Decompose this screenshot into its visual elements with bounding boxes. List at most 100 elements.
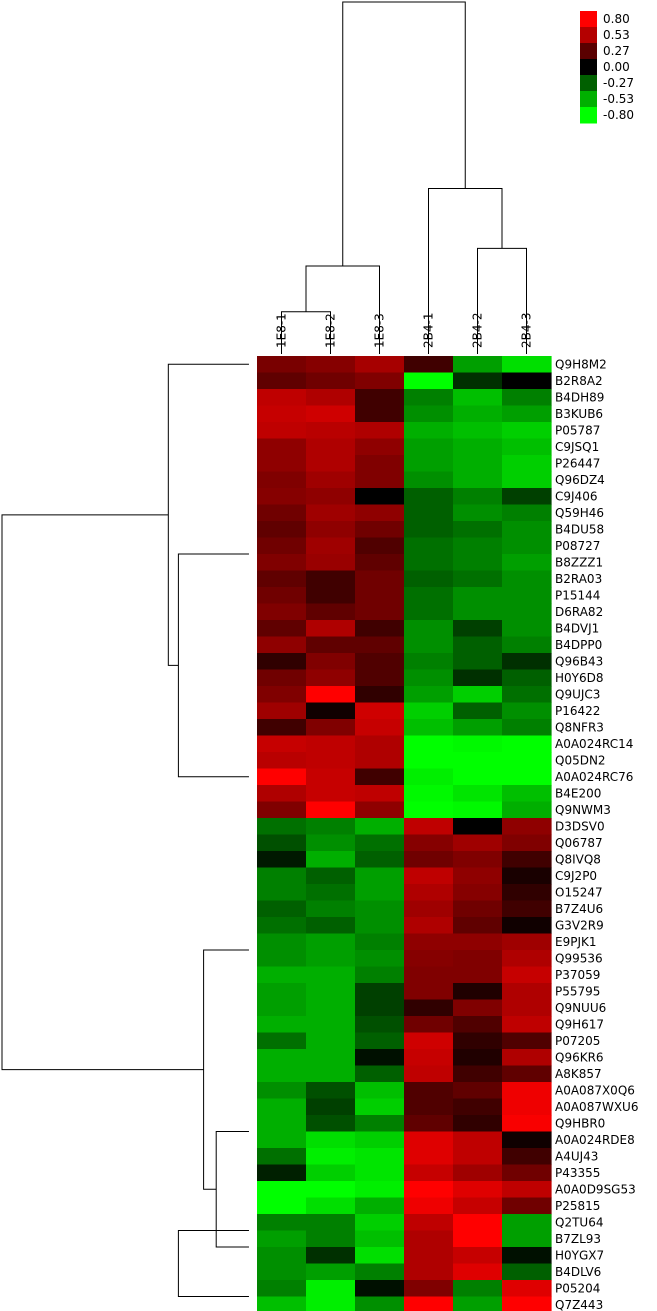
- heatmap-cell: [306, 1197, 356, 1215]
- heatmap-cell: [257, 768, 307, 786]
- heatmap-cell: [404, 1296, 454, 1311]
- heatmap-cell: [502, 735, 552, 753]
- heatmap-cell: [453, 834, 503, 852]
- heatmap-cell: [355, 1230, 405, 1248]
- heatmap-cell: [355, 966, 405, 984]
- heatmap-cell: [404, 686, 454, 704]
- heatmap-cell: [355, 1016, 405, 1034]
- heatmap-cell: [453, 867, 503, 885]
- heatmap-cell: [404, 818, 454, 836]
- heatmap-cell: [355, 620, 405, 638]
- heatmap-cell: [257, 1016, 307, 1034]
- heatmap-cell: [355, 1181, 405, 1199]
- heatmap-cell: [355, 455, 405, 473]
- heatmap-cell: [355, 900, 405, 918]
- heatmap-cell: [355, 1247, 405, 1265]
- heatmap-cell: [306, 851, 356, 869]
- heatmap-cell: [355, 537, 405, 555]
- heatmap-cell: [306, 933, 356, 951]
- row-label: P43355: [555, 1166, 600, 1180]
- heatmap-cell: [257, 636, 307, 654]
- heatmap-cell: [306, 1230, 356, 1248]
- heatmap-cell: [306, 785, 356, 803]
- heatmap-cell: [453, 554, 503, 572]
- heatmap-cell: [355, 653, 405, 671]
- heatmap-cell: [355, 356, 405, 374]
- heatmap-cell: [453, 1197, 503, 1215]
- heatmap-cell: [306, 1016, 356, 1034]
- heatmap-cell: [355, 554, 405, 572]
- heatmap-cell: [355, 1098, 405, 1116]
- heatmap-cell: [306, 801, 356, 819]
- heatmap-cell: [355, 999, 405, 1017]
- heatmap-cell: [502, 801, 552, 819]
- heatmap-cell: [502, 1065, 552, 1083]
- heatmap-cell: [453, 999, 503, 1017]
- heatmap-cell: [502, 1181, 552, 1199]
- heatmap-cell: [502, 752, 552, 770]
- heatmap-cell: [453, 537, 503, 555]
- row-label: A4UJ43: [555, 1149, 598, 1163]
- heatmap-cell: [404, 917, 454, 935]
- heatmap-cell: [355, 867, 405, 885]
- heatmap-cell: [257, 1115, 307, 1133]
- heatmap-cell: [502, 933, 552, 951]
- row-label: Q9UJC3: [555, 687, 600, 701]
- heatmap-cell: [502, 917, 552, 935]
- heatmap-cell: [257, 488, 307, 506]
- heatmap-cell: [502, 900, 552, 918]
- heatmap-cell: [502, 356, 552, 374]
- heatmap-cell: [502, 1131, 552, 1149]
- heatmap-cell: [453, 488, 503, 506]
- heatmap-cell: [502, 966, 552, 984]
- heatmap-cell: [404, 554, 454, 572]
- heatmap-cell: [355, 389, 405, 407]
- heatmap-cell: [257, 1148, 307, 1166]
- heatmap-cell: [257, 1296, 307, 1311]
- heatmap-cell: [306, 653, 356, 671]
- heatmap-cell: [257, 587, 307, 605]
- heatmap-cell: [502, 455, 552, 473]
- heatmap-cell: [404, 950, 454, 968]
- heatmap-cell: [404, 1280, 454, 1298]
- row-label: Q9NUU6: [555, 1001, 606, 1015]
- column-dendrogram-link: [305, 265, 380, 354]
- heatmap-cell: [404, 851, 454, 869]
- row-label: P05204: [555, 1281, 600, 1295]
- heatmap-cell: [257, 1230, 307, 1248]
- row-dendrogram-link: [1, 514, 204, 1071]
- heatmap-cell: [502, 554, 552, 572]
- heatmap-cell: [453, 603, 503, 621]
- heatmap-cell: [257, 372, 307, 390]
- row-label: P37059: [555, 968, 600, 982]
- heatmap-cell: [404, 900, 454, 918]
- heatmap-cell: [355, 1263, 405, 1281]
- heatmap-cell: [453, 785, 503, 803]
- heatmap-cell: [306, 768, 356, 786]
- heatmap-cell: [306, 389, 356, 407]
- heatmap-cell: [502, 818, 552, 836]
- heatmap-cell: [502, 1115, 552, 1133]
- heatmap-cell: [355, 1082, 405, 1100]
- heatmap-cell: [502, 669, 552, 687]
- heatmap-cell: [404, 1115, 454, 1133]
- heatmap-cell: [404, 1065, 454, 1083]
- heatmap-cell: [502, 1247, 552, 1265]
- row-label: Q9H617: [555, 1017, 604, 1031]
- heatmap-cell: [355, 603, 405, 621]
- row-label: B4DVJ1: [555, 621, 599, 635]
- row-label: Q8NFR3: [555, 720, 604, 734]
- heatmap-cell: [502, 768, 552, 786]
- color-legend-tick: 0.53: [603, 28, 630, 42]
- heatmap-cell: [306, 455, 356, 473]
- heatmap-cell: [404, 966, 454, 984]
- heatmap-cell: [404, 422, 454, 440]
- heatmap-cell: [306, 686, 356, 704]
- heatmap-cell: [306, 1247, 356, 1265]
- heatmap-cell: [257, 900, 307, 918]
- heatmap-cell: [257, 455, 307, 473]
- heatmap-cell: [453, 719, 503, 737]
- heatmap-cell: [355, 636, 405, 654]
- heatmap-cell: [502, 636, 552, 654]
- heatmap-cell: [453, 521, 503, 539]
